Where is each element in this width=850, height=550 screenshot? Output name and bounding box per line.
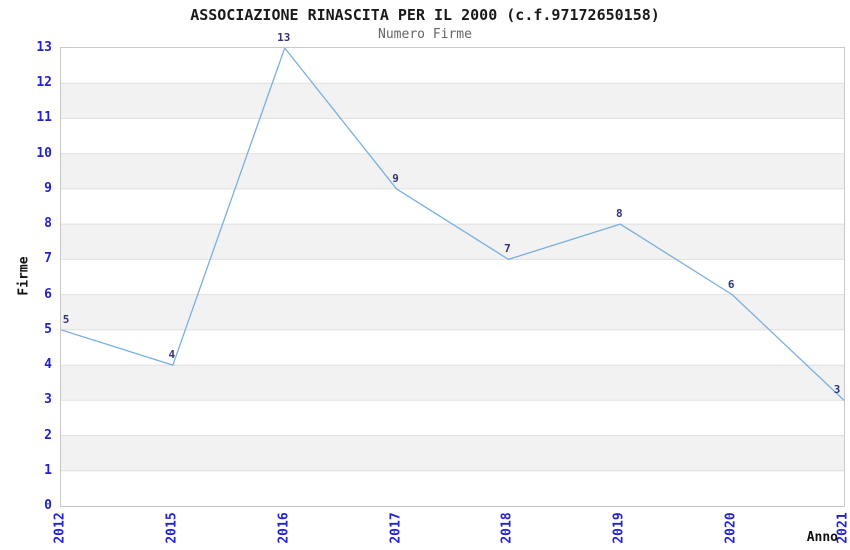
- chart-title: ASSOCIAZIONE RINASCITA PER IL 2000 (c.f.…: [190, 6, 660, 24]
- y-tick-label: 10: [36, 145, 52, 161]
- x-axis-title: Anno: [806, 530, 838, 545]
- chart-subtitle: Numero Firme: [378, 27, 472, 42]
- x-tick-label: 2020: [723, 512, 739, 544]
- data-point-label: 9: [392, 171, 399, 185]
- data-point-label: 7: [504, 242, 511, 256]
- y-tick-label: 12: [36, 75, 52, 91]
- y-tick-label: 6: [44, 286, 52, 302]
- y-axis-title: Firme: [16, 256, 32, 296]
- y-tick-label: 11: [36, 110, 52, 126]
- data-point-label: 13: [277, 31, 291, 44]
- x-tick-label: 2015: [164, 512, 180, 544]
- y-tick-label: 7: [44, 251, 52, 267]
- y-tick-label: 5: [44, 321, 52, 337]
- x-tick-label: 2017: [388, 512, 404, 544]
- plot-area: [60, 47, 845, 507]
- y-tick-label: 9: [44, 180, 52, 196]
- x-tick-label: 2016: [276, 512, 292, 544]
- x-tick-label: 2018: [499, 512, 515, 544]
- y-tick-label: 13: [36, 40, 52, 55]
- x-tick-label: 2012: [52, 512, 68, 544]
- data-point-label: 5: [62, 312, 70, 326]
- data-point-label: 4: [168, 348, 176, 362]
- data-point-label: 3: [833, 383, 841, 397]
- y-tick-label: 2: [44, 427, 52, 443]
- y-tick-label: 0: [44, 498, 52, 513]
- x-tick-label: 2019: [611, 512, 627, 544]
- y-tick-label: 8: [44, 216, 52, 232]
- data-point-label: 6: [727, 277, 735, 291]
- y-tick-label: 4: [44, 357, 52, 373]
- y-tick-label: 3: [44, 392, 52, 408]
- line-series-svg: [61, 48, 844, 472]
- data-point-label: 8: [615, 207, 623, 221]
- y-tick-label: 1: [44, 462, 52, 478]
- x-tick-label: 2021: [835, 512, 850, 544]
